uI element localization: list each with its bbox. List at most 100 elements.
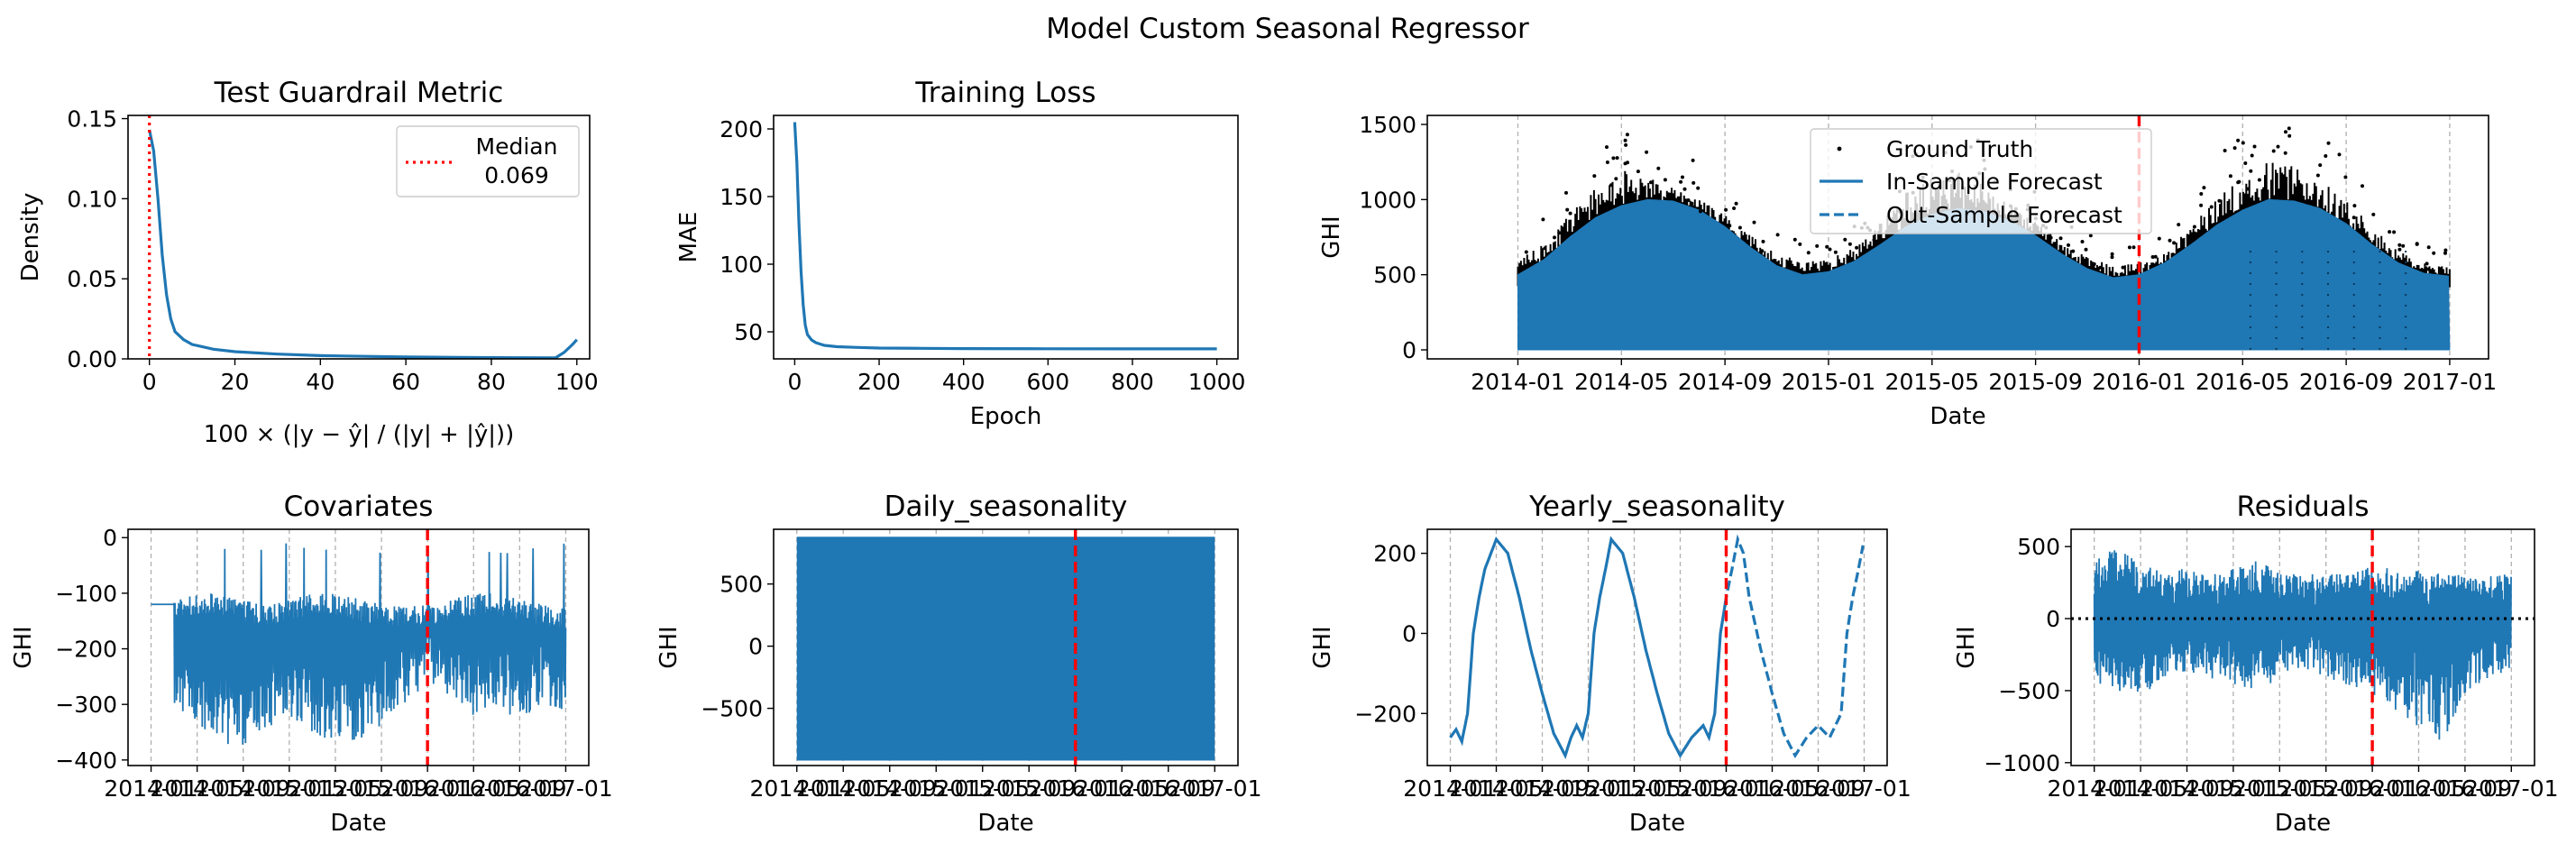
daily_seasonality-title: Daily_seasonality xyxy=(885,491,1128,523)
ground-truth-point xyxy=(1681,175,1684,179)
daily_seasonality-xtick-label: 2016-01 xyxy=(1029,775,1123,802)
ground-truth-point xyxy=(1663,178,1667,182)
residuals-xtick-label: 2016-01 xyxy=(2325,775,2419,802)
forecast-xlabel: Date xyxy=(1930,403,1985,430)
ground-truth-point xyxy=(2443,251,2447,255)
yearly_seasonality-xtick-label: 2017-01 xyxy=(1817,775,1911,802)
guardrail-xtick-label: 0 xyxy=(142,369,157,395)
yearly-in-sample-line xyxy=(1449,536,1727,759)
covariates-ytick-label: −100 xyxy=(55,581,117,607)
residuals-ytick-label: −500 xyxy=(1998,678,2060,704)
ground-truth-point xyxy=(1699,209,1702,214)
daily_seasonality-xtick-label: 2016-09 xyxy=(1122,775,1215,802)
ground-truth-point xyxy=(2223,149,2227,152)
ground-truth-point xyxy=(1541,217,1545,222)
legend-ground-truth-label: Ground Truth xyxy=(1886,136,2033,162)
residuals-frame xyxy=(2070,528,2535,766)
ground-truth-point xyxy=(1615,156,1619,161)
ground-truth-point xyxy=(1775,233,1780,237)
covariates-chart: 0−100−200−300−4002014-012014-052014-0920… xyxy=(10,491,613,837)
ground-truth-point xyxy=(2202,186,2206,190)
ground-truth-point xyxy=(1645,150,1649,154)
ground-truth-point xyxy=(2432,251,2436,255)
guardrail-plot-area xyxy=(148,115,578,359)
ground-truth-point xyxy=(1761,239,1765,243)
covariate-series-line xyxy=(151,543,567,745)
ground-truth-point xyxy=(2352,204,2357,208)
ground-truth-point xyxy=(2168,238,2172,243)
training_loss-xtick-label: 0 xyxy=(787,369,802,395)
ground-truth-point xyxy=(1798,242,1802,246)
daily_seasonality-xtick-label: 2015-09 xyxy=(982,775,1076,802)
covariates-xtick-label: 2017-01 xyxy=(518,775,612,802)
guardrail-chart: 0.00 0.05 0.10 0.15 0 20 40 60 80 100 Test Guardra… xyxy=(17,77,599,448)
guardrail-xtick-label: 20 xyxy=(221,369,250,395)
forecast-ytick-label: 1000 xyxy=(1359,187,1416,213)
ground-truth-point xyxy=(2315,173,2320,178)
yearly_seasonality-xtick-label: 2015-01 xyxy=(1541,775,1635,802)
covariates-title: Covariates xyxy=(284,491,434,523)
daily_seasonality-chart: 500 0 −500 2014-012014-052014-092015-012015… xyxy=(655,491,1261,837)
residuals-xtick-label: 2014-01 xyxy=(2047,775,2141,802)
ground-truth-point xyxy=(2121,265,2125,270)
ground-truth-point xyxy=(1855,245,1859,250)
training_loss-ylabel: MAE xyxy=(675,212,702,263)
ground-truth-point xyxy=(2110,252,2114,256)
covariates-xtick-label: 2014-01 xyxy=(104,775,197,802)
covariates-xtick-label: 2014-09 xyxy=(197,775,290,802)
ground-truth-point xyxy=(2153,254,2158,259)
ground-truth-point xyxy=(2071,249,2076,253)
ground-truth-point xyxy=(1565,207,1570,212)
yearly_seasonality-xtick-label: 2015-05 xyxy=(1587,775,1681,802)
residuals-xtick-label: 2016-09 xyxy=(2418,775,2512,802)
ground-truth-point xyxy=(2058,236,2063,241)
residuals-xtick-label: 2014-05 xyxy=(2094,775,2187,802)
training_loss-frame xyxy=(773,115,1239,360)
forecast-xtick-label: 2016-05 xyxy=(2196,369,2289,395)
training_loss-plot-area xyxy=(793,122,1217,351)
ground-truth-point xyxy=(2388,230,2392,234)
daily_seasonality-ytick-label: 500 xyxy=(720,572,763,598)
ground-truth-point xyxy=(1734,201,1738,206)
guardrail-ytick-label: 0.15 xyxy=(67,106,117,133)
yearly_seasonality-chart: 200 0 −200 2014-012014-052014-092015-012015… xyxy=(1309,491,1911,837)
ground-truth-point xyxy=(2177,223,2181,227)
guardrail-title: Test Guardrail Metric xyxy=(214,77,504,109)
ground-truth-point xyxy=(2284,130,2287,134)
covariates-xtick-label: 2015-05 xyxy=(289,775,382,802)
ground-truth-point xyxy=(1524,250,1528,254)
yearly-out-sample-line xyxy=(1723,534,1865,759)
yearly_seasonality-frame xyxy=(1426,528,1888,766)
legend-ground-truth-marker xyxy=(1837,146,1842,151)
ground-truth-point xyxy=(1553,235,1556,240)
covariates-ytick-label: 0 xyxy=(103,525,117,551)
ground-truth-point xyxy=(1806,251,1811,255)
ground-truth-point xyxy=(1568,211,1572,216)
ground-truth-point xyxy=(1690,201,1694,206)
ground-truth-point xyxy=(1732,206,1737,210)
residuals-ylabel: GHI xyxy=(1953,626,1980,668)
ground-truth-point xyxy=(1609,183,1613,188)
forecast-xtick-label: 2015-09 xyxy=(1988,369,2082,395)
figure-title: Model Custom Seasonal Regressor xyxy=(1046,13,1529,45)
daily_seasonality-ylabel: GHI xyxy=(655,626,683,668)
guardrail-ytick-label: 0.10 xyxy=(67,186,117,212)
ground-truth-point xyxy=(1752,220,1756,225)
forecast-xtick-label: 2016-01 xyxy=(2092,369,2186,395)
yearly_seasonality-xtick-label: 2014-09 xyxy=(1495,775,1589,802)
ground-truth-point xyxy=(1557,231,1562,235)
residuals-xtick-label: 2017-01 xyxy=(2464,775,2558,802)
ground-truth-point xyxy=(2415,242,2419,246)
daily_seasonality-xtick-label: 2014-09 xyxy=(843,775,937,802)
ground-truth-point xyxy=(2080,240,2085,243)
ground-truth-point xyxy=(2236,138,2241,142)
daily-seasonality-band xyxy=(796,537,1215,761)
ground-truth-point xyxy=(1792,237,1797,242)
forecast-xtick-label: 2014-01 xyxy=(1471,369,1564,395)
ground-truth-point xyxy=(2150,255,2155,259)
ground-truth-point xyxy=(2088,234,2093,238)
ground-truth-point xyxy=(1737,225,1742,230)
ground-truth-point xyxy=(2397,247,2402,252)
yearly_seasonality-ytick-label: 0 xyxy=(1402,620,1416,647)
yearly_seasonality-xtick-label: 2014-05 xyxy=(1449,775,1543,802)
